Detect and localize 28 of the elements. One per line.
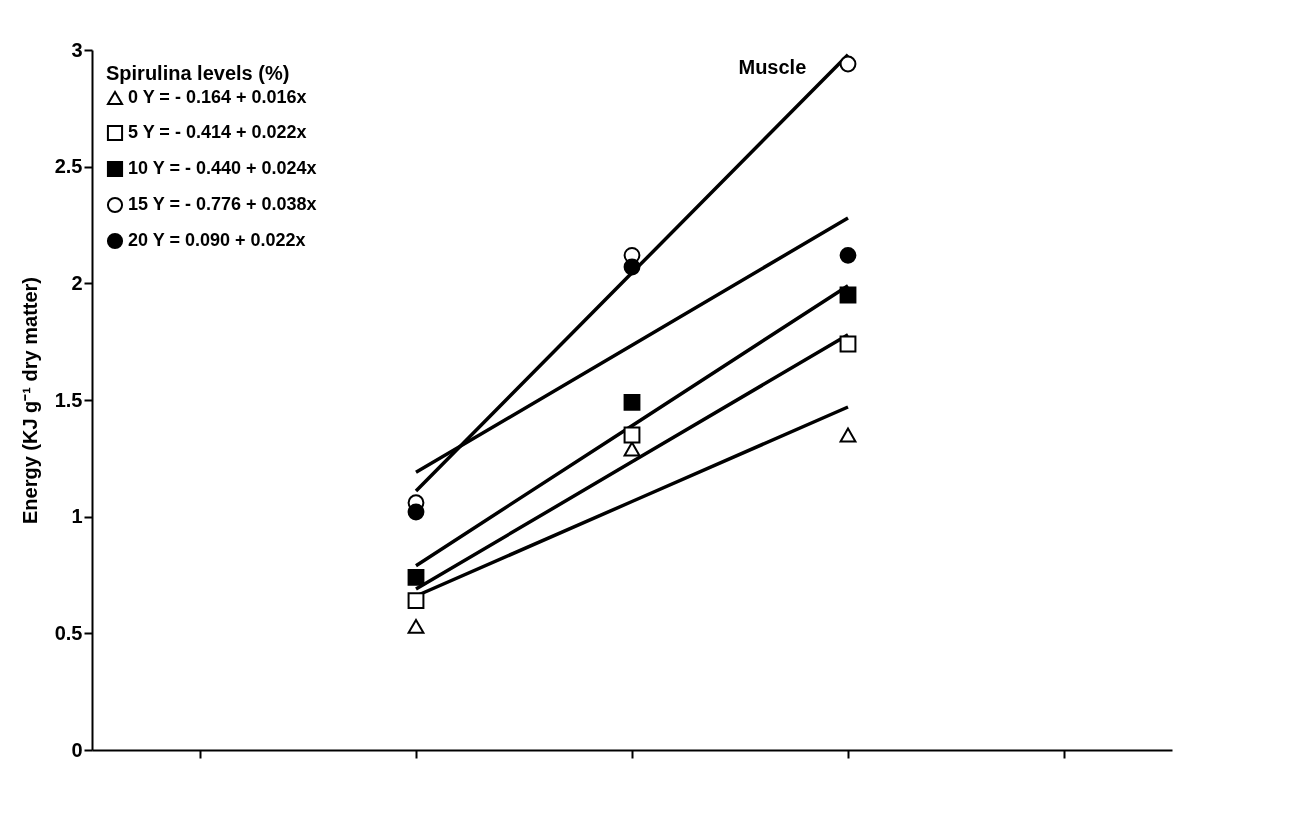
y-tick-label: 1 [71, 505, 83, 528]
y-tick-label: 3 [71, 38, 83, 61]
point [839, 246, 857, 264]
point [623, 258, 641, 276]
point [839, 335, 857, 353]
point [407, 568, 425, 586]
point [839, 286, 857, 304]
legend-label: 20 Y = 0.090 + 0.022x [128, 230, 306, 250]
point [407, 592, 425, 610]
legend-label: 10 Y = - 0.440 + 0.024x [128, 158, 317, 178]
point [623, 393, 641, 411]
point [623, 426, 641, 444]
y-tick-label: 2 [71, 271, 83, 294]
legend-label: 0 Y = - 0.164 + 0.016x [128, 87, 307, 107]
point [407, 618, 425, 634]
legend-label: 15 Y = - 0.776 + 0.038x [128, 194, 317, 214]
point [839, 55, 857, 73]
y-tick-label: 0.5 [54, 621, 83, 644]
legend-title: Spirulina levels (%) [106, 62, 290, 84]
y-tick-label: 1.5 [54, 388, 83, 411]
y-axis-title: Energy (KJ g⁻¹ dry matter) [18, 276, 41, 525]
point [407, 503, 425, 521]
y-tick-label: 2.5 [54, 155, 83, 178]
legend-label: 5 Y = - 0.414 + 0.022x [128, 122, 307, 142]
y-tick-label: 0 [71, 738, 83, 761]
point [839, 427, 857, 443]
annotation: Muscle [738, 56, 807, 78]
point [623, 441, 641, 457]
